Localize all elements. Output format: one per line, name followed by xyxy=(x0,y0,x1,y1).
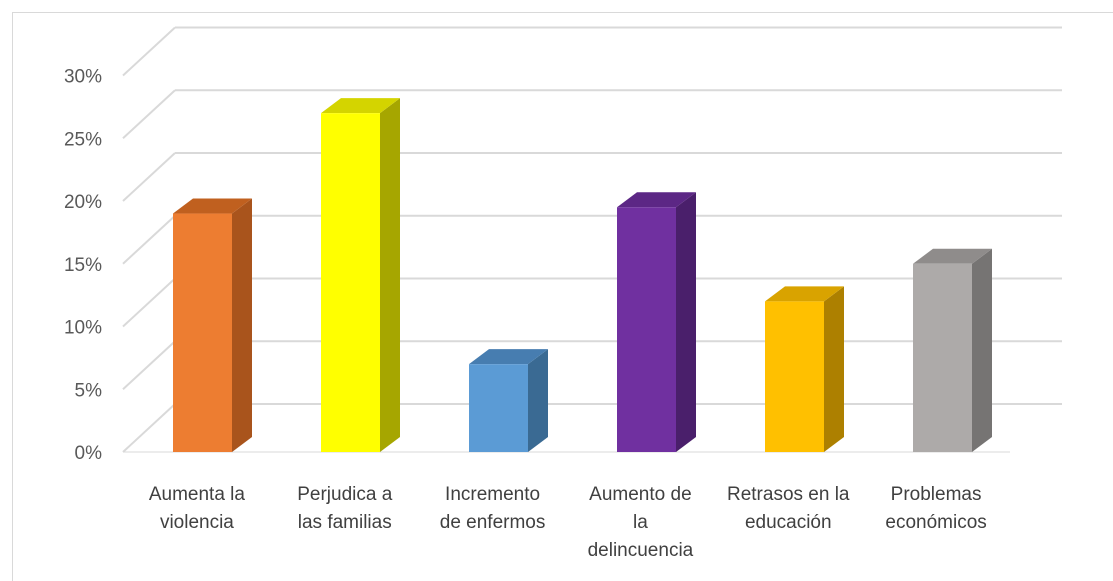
bar-top xyxy=(469,349,548,365)
gridline-depth xyxy=(122,215,176,265)
x-tick-label-line: Incremento xyxy=(445,484,540,505)
bar-side xyxy=(824,286,844,452)
bar xyxy=(765,301,824,452)
y-tick-label: 0% xyxy=(75,443,103,464)
bar-side xyxy=(232,198,252,452)
gridline-depth xyxy=(122,89,176,139)
bar-side xyxy=(528,349,548,452)
x-tick-label-line: delincuencia xyxy=(588,540,694,561)
bar xyxy=(913,263,972,452)
bar-top xyxy=(321,98,400,114)
bar xyxy=(617,207,676,452)
x-tick-label: Aumento de la delincuencia xyxy=(588,484,694,561)
y-tick-label: 30% xyxy=(64,67,102,88)
bar-side xyxy=(380,98,400,453)
bar-top xyxy=(173,198,252,214)
x-tick-label: Perjudica a las familias xyxy=(297,484,392,533)
x-tick-label-line: violencia xyxy=(160,512,234,533)
gridline-depth xyxy=(122,340,176,390)
x-tick-label-line: de enfermos xyxy=(440,512,546,533)
x-tick-label-line: Perjudica a xyxy=(297,484,392,505)
x-tick-label-line: educación xyxy=(745,512,832,533)
bar-side xyxy=(972,248,992,452)
x-tick-label-line: Retrasos en la xyxy=(727,484,850,505)
gridline-depth xyxy=(122,277,176,328)
y-tick-label: 25% xyxy=(64,129,102,150)
gridline-depth xyxy=(122,152,176,202)
bar xyxy=(469,364,528,452)
x-tick-label: Aumenta la violencia xyxy=(149,484,246,533)
x-tick-label: Problemas económicos xyxy=(885,484,986,533)
bar-top xyxy=(617,192,696,208)
x-tick-label-line: Aumento de xyxy=(589,484,691,505)
bar xyxy=(173,213,232,452)
y-tick-label: 5% xyxy=(75,380,103,401)
x-tick-label: Retrasos en la educación xyxy=(727,484,850,533)
y-tick-label: 10% xyxy=(64,318,102,339)
x-tick-label-line: las familias xyxy=(298,512,392,533)
x-tick-label-line: Problemas xyxy=(891,484,982,505)
x-tick-label: Incremento de enfermos xyxy=(440,484,546,533)
bar-top xyxy=(765,286,844,302)
bar-top xyxy=(913,248,992,264)
x-tick-label-line: la xyxy=(633,512,648,533)
gridline-depth xyxy=(122,403,176,453)
y-tick-label: 20% xyxy=(64,192,102,213)
bar xyxy=(321,113,380,453)
x-tick-label-line: Aumenta la xyxy=(149,484,246,505)
x-tick-label-line: económicos xyxy=(885,512,986,533)
bar-side xyxy=(676,192,696,452)
y-tick-label: 15% xyxy=(64,255,102,276)
gridline-depth xyxy=(122,26,176,77)
